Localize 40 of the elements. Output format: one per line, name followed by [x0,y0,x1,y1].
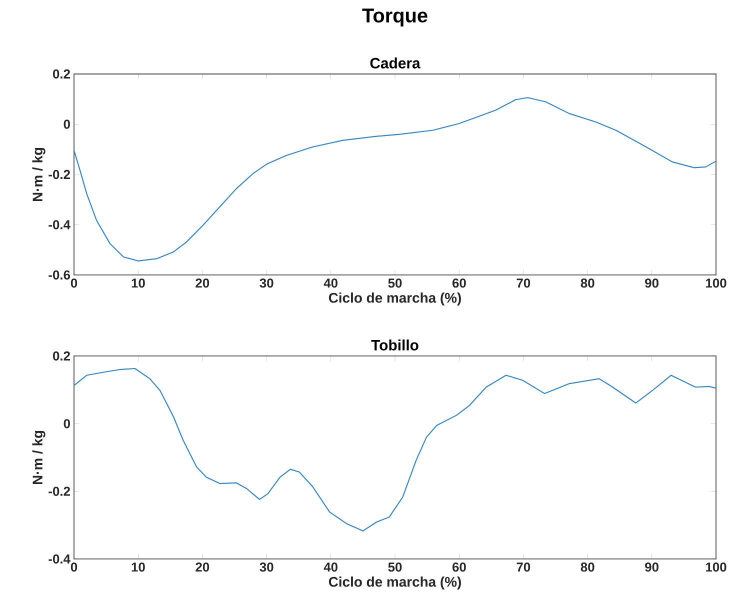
x-tick-label: 30 [260,278,274,288]
chart-subtitle: Cadera [370,57,420,68]
x-tick-label: 60 [452,278,466,288]
x-tick-label: 50 [388,278,402,288]
line-series [74,97,716,262]
x-tick-label: 70 [516,562,530,572]
y-tick-label: 0.2 [53,351,70,361]
x-tick-label: 60 [452,562,466,572]
chart-title: Torque [362,8,428,26]
y-tick-label: 0.2 [53,69,70,79]
x-tick-label: 30 [260,562,274,572]
x-tick-label: 10 [132,562,145,572]
y-axis-title: N·m / kg [32,148,46,202]
x-tick-label: 20 [196,278,210,288]
x-tick-label: 40 [324,278,338,288]
x-tick-label: 90 [645,562,658,572]
y-tick-label: 0 [64,120,70,129]
x-tick-label: 100 [706,278,726,288]
x-tick-label: 100 [706,562,726,572]
y-axis-title: N·m / kg [32,430,46,484]
x-tick-label: 70 [516,278,530,288]
x-tick-label: 0 [70,562,78,572]
x-tick-label: 50 [388,562,402,572]
x-tick-label: 20 [196,562,210,572]
x-tick-label: 80 [580,278,594,288]
x-axis-title: Ciclo de marcha (%) [328,576,461,590]
x-axis-title: Ciclo de marcha (%) [328,292,461,306]
x-tick-label: 90 [645,278,658,288]
y-tick-label: -0.2 [48,486,70,496]
chart-title: Tobillo [371,339,418,350]
x-tick-label: 0 [70,278,78,288]
y-tick-label: -0.2 [48,170,70,180]
x-tick-label: 10 [132,278,145,288]
y-tick-label: 0 [64,419,70,428]
x-tick-label: 80 [580,562,594,572]
x-tick-label: 40 [324,562,338,572]
y-tick-label: -0.6 [48,270,70,280]
line-series [74,368,716,532]
y-tick-label: -0.4 [48,554,70,564]
y-tick-label: -0.4 [48,220,70,230]
